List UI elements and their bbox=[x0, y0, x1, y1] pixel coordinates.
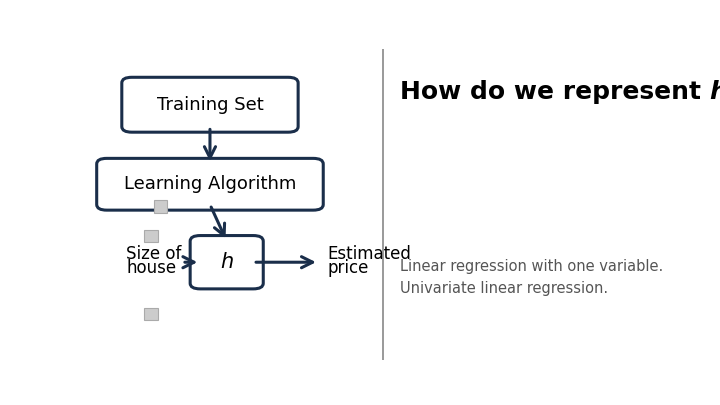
Text: Learning Algorithm: Learning Algorithm bbox=[124, 175, 296, 193]
FancyBboxPatch shape bbox=[153, 200, 167, 213]
Text: Training Set: Training Set bbox=[156, 96, 264, 114]
FancyBboxPatch shape bbox=[96, 158, 323, 210]
Text: h: h bbox=[709, 80, 720, 104]
Text: How do we represent: How do we represent bbox=[400, 80, 709, 104]
Text: house: house bbox=[126, 260, 176, 277]
Text: Size of: Size of bbox=[126, 245, 181, 263]
Text: h: h bbox=[220, 252, 233, 272]
Text: price: price bbox=[327, 260, 369, 277]
Text: Linear regression with one variable.: Linear regression with one variable. bbox=[400, 259, 663, 275]
FancyBboxPatch shape bbox=[122, 77, 298, 132]
FancyBboxPatch shape bbox=[190, 236, 264, 289]
Text: Univariate linear regression.: Univariate linear regression. bbox=[400, 281, 608, 296]
Text: Estimated: Estimated bbox=[327, 245, 411, 263]
FancyBboxPatch shape bbox=[144, 308, 158, 320]
FancyBboxPatch shape bbox=[144, 230, 158, 242]
